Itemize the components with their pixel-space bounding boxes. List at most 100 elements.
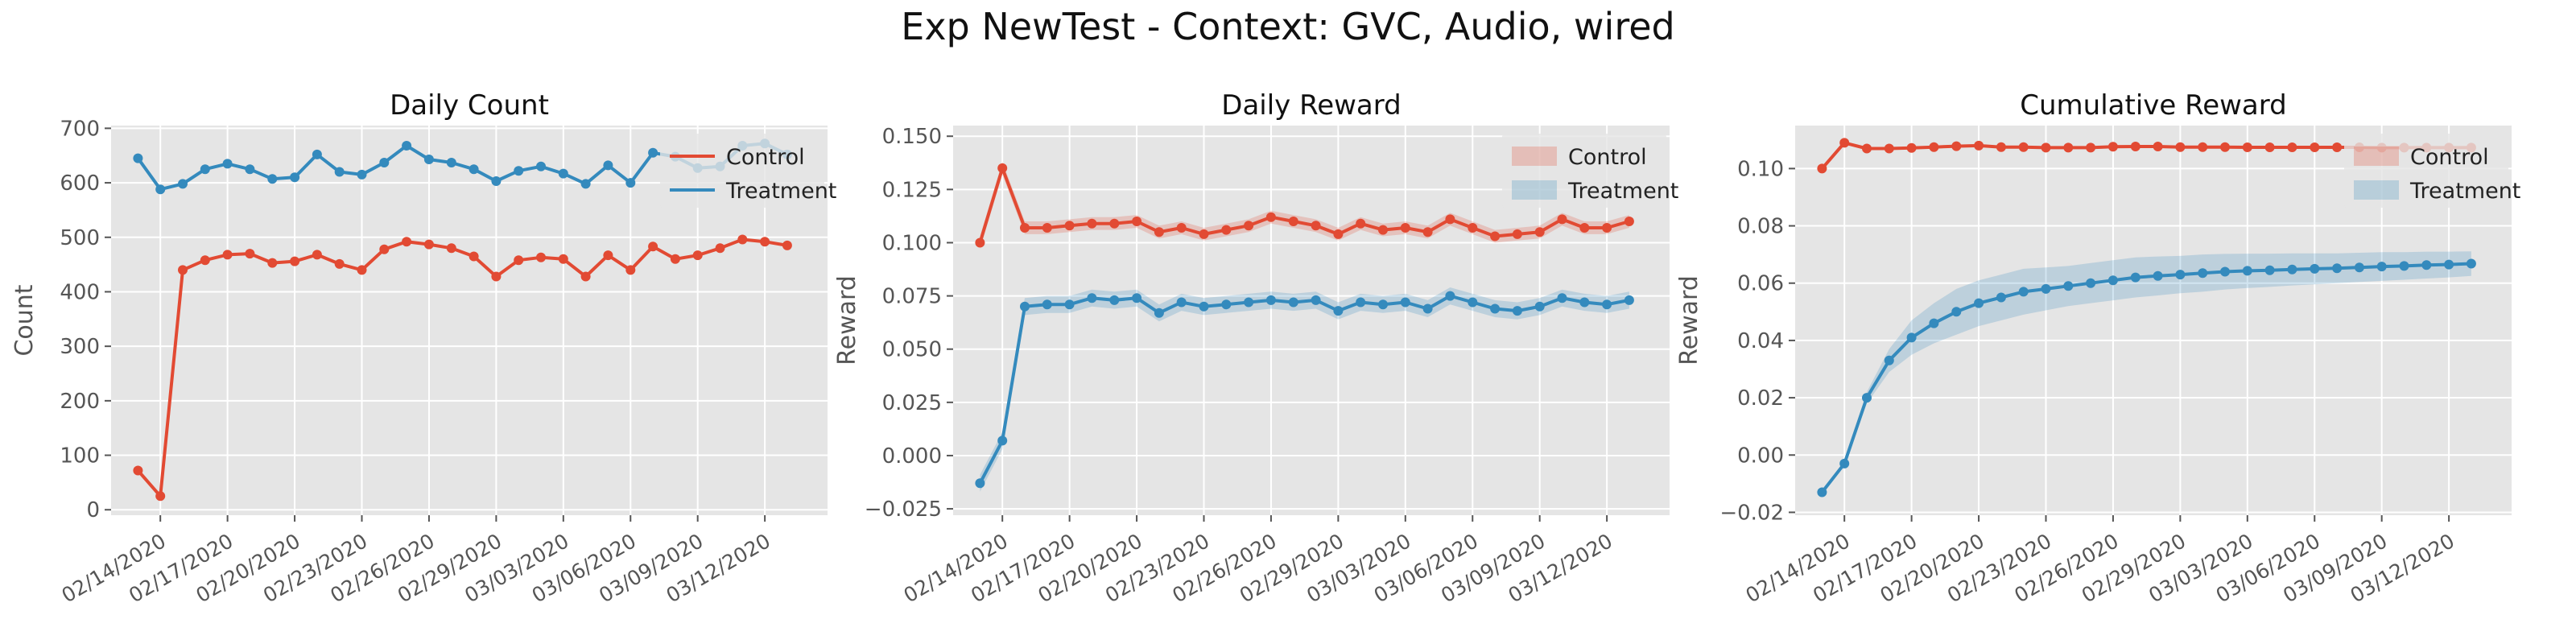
data-point xyxy=(2264,142,2275,152)
data-point xyxy=(357,169,367,180)
data-point xyxy=(782,240,792,250)
data-point xyxy=(2310,263,2320,274)
y-tick-label: 500 xyxy=(60,226,100,250)
legend-label-treatment: Treatment xyxy=(2409,179,2520,204)
data-point xyxy=(2198,268,2208,279)
data-point xyxy=(1468,223,1478,233)
y-axis-label: Count xyxy=(10,284,39,356)
data-point xyxy=(1884,355,1894,365)
legend-label-treatment: Treatment xyxy=(725,179,836,204)
legend-label-control: Control xyxy=(726,145,805,170)
chart-panel-1: 010020030040050060070002/14/202002/17/20… xyxy=(10,89,836,607)
y-tick-label: −0.02 xyxy=(1719,501,1784,525)
data-point xyxy=(1199,301,1209,312)
data-point xyxy=(1400,297,1410,308)
data-point xyxy=(536,252,546,262)
y-axis-label: Reward xyxy=(833,275,861,365)
data-point xyxy=(2198,142,2208,152)
legend-label-control: Control xyxy=(2410,145,2489,170)
data-point xyxy=(2399,261,2409,271)
data-point xyxy=(2018,142,2029,152)
data-point xyxy=(1221,299,1232,310)
data-point xyxy=(469,251,479,262)
data-point xyxy=(1839,458,1850,469)
data-point xyxy=(2287,142,2297,152)
confidence-band-treatment xyxy=(1822,251,2471,493)
data-point xyxy=(625,265,636,275)
data-point xyxy=(580,179,591,189)
data-point xyxy=(1244,297,1254,308)
legend-box xyxy=(2344,134,2508,208)
series-treatment xyxy=(1817,251,2476,497)
y-tick-label: 0.02 xyxy=(1737,386,1784,411)
data-point xyxy=(1154,308,1164,318)
data-point xyxy=(580,271,591,282)
data-point xyxy=(1356,297,1366,308)
data-point xyxy=(975,478,985,489)
y-tick-label: 400 xyxy=(60,280,100,304)
data-point xyxy=(1929,318,1939,328)
data-point xyxy=(1422,227,1433,237)
data-point xyxy=(1020,301,1030,312)
data-point xyxy=(1862,143,1872,154)
data-point xyxy=(245,164,255,175)
y-tick-label: −0.025 xyxy=(865,497,942,522)
data-point xyxy=(1445,291,1455,301)
data-point xyxy=(1624,217,1634,226)
data-point xyxy=(975,237,985,248)
data-point xyxy=(446,243,456,254)
y-tick-label: 0.025 xyxy=(882,391,942,415)
data-point xyxy=(178,179,188,189)
data-point xyxy=(1602,299,1612,310)
y-tick-label: 0.000 xyxy=(882,444,942,469)
data-point xyxy=(1311,295,1321,305)
series-treatment xyxy=(133,138,792,195)
legend: Control Treatment xyxy=(660,134,836,208)
data-point xyxy=(558,254,568,264)
data-point xyxy=(1557,293,1567,303)
data-point xyxy=(1087,218,1097,229)
data-point xyxy=(1265,212,1276,222)
data-point xyxy=(1534,301,1545,312)
y-tick-label: 0.075 xyxy=(882,285,942,309)
data-point xyxy=(1445,214,1455,225)
y-tick-label: 600 xyxy=(60,171,100,196)
data-point xyxy=(2444,259,2454,270)
data-point xyxy=(200,164,210,175)
data-point xyxy=(1929,142,1939,152)
data-point xyxy=(1624,295,1634,305)
y-tick-label: 0.00 xyxy=(1737,444,1784,468)
data-point xyxy=(2107,275,2118,286)
legend: Control Treatment xyxy=(1502,134,1678,208)
y-tick-label: 700 xyxy=(60,117,100,141)
y-tick-label: 0.04 xyxy=(1737,329,1784,353)
data-point xyxy=(2466,258,2476,269)
data-point xyxy=(2130,272,2140,283)
data-point xyxy=(2242,266,2252,276)
data-point xyxy=(1132,217,1142,226)
data-point xyxy=(1512,229,1522,239)
data-point xyxy=(155,491,166,502)
data-point xyxy=(1378,299,1388,310)
data-point xyxy=(2153,142,2163,151)
data-point xyxy=(2220,266,2230,277)
data-point xyxy=(1221,225,1232,235)
data-point xyxy=(1265,295,1276,305)
data-point xyxy=(1974,140,1984,151)
data-point xyxy=(1400,223,1410,233)
data-point xyxy=(357,265,367,275)
series-control xyxy=(133,234,792,502)
data-point xyxy=(1884,143,1894,154)
data-point xyxy=(625,178,636,188)
data-point xyxy=(2086,278,2096,288)
data-point xyxy=(1951,307,1962,317)
data-point xyxy=(1906,332,1917,343)
data-point xyxy=(737,234,748,245)
data-point xyxy=(1333,306,1344,316)
data-point xyxy=(692,250,703,261)
data-point xyxy=(2153,270,2163,281)
data-point xyxy=(2175,270,2186,280)
data-point xyxy=(1311,221,1321,231)
data-point xyxy=(2063,142,2074,153)
